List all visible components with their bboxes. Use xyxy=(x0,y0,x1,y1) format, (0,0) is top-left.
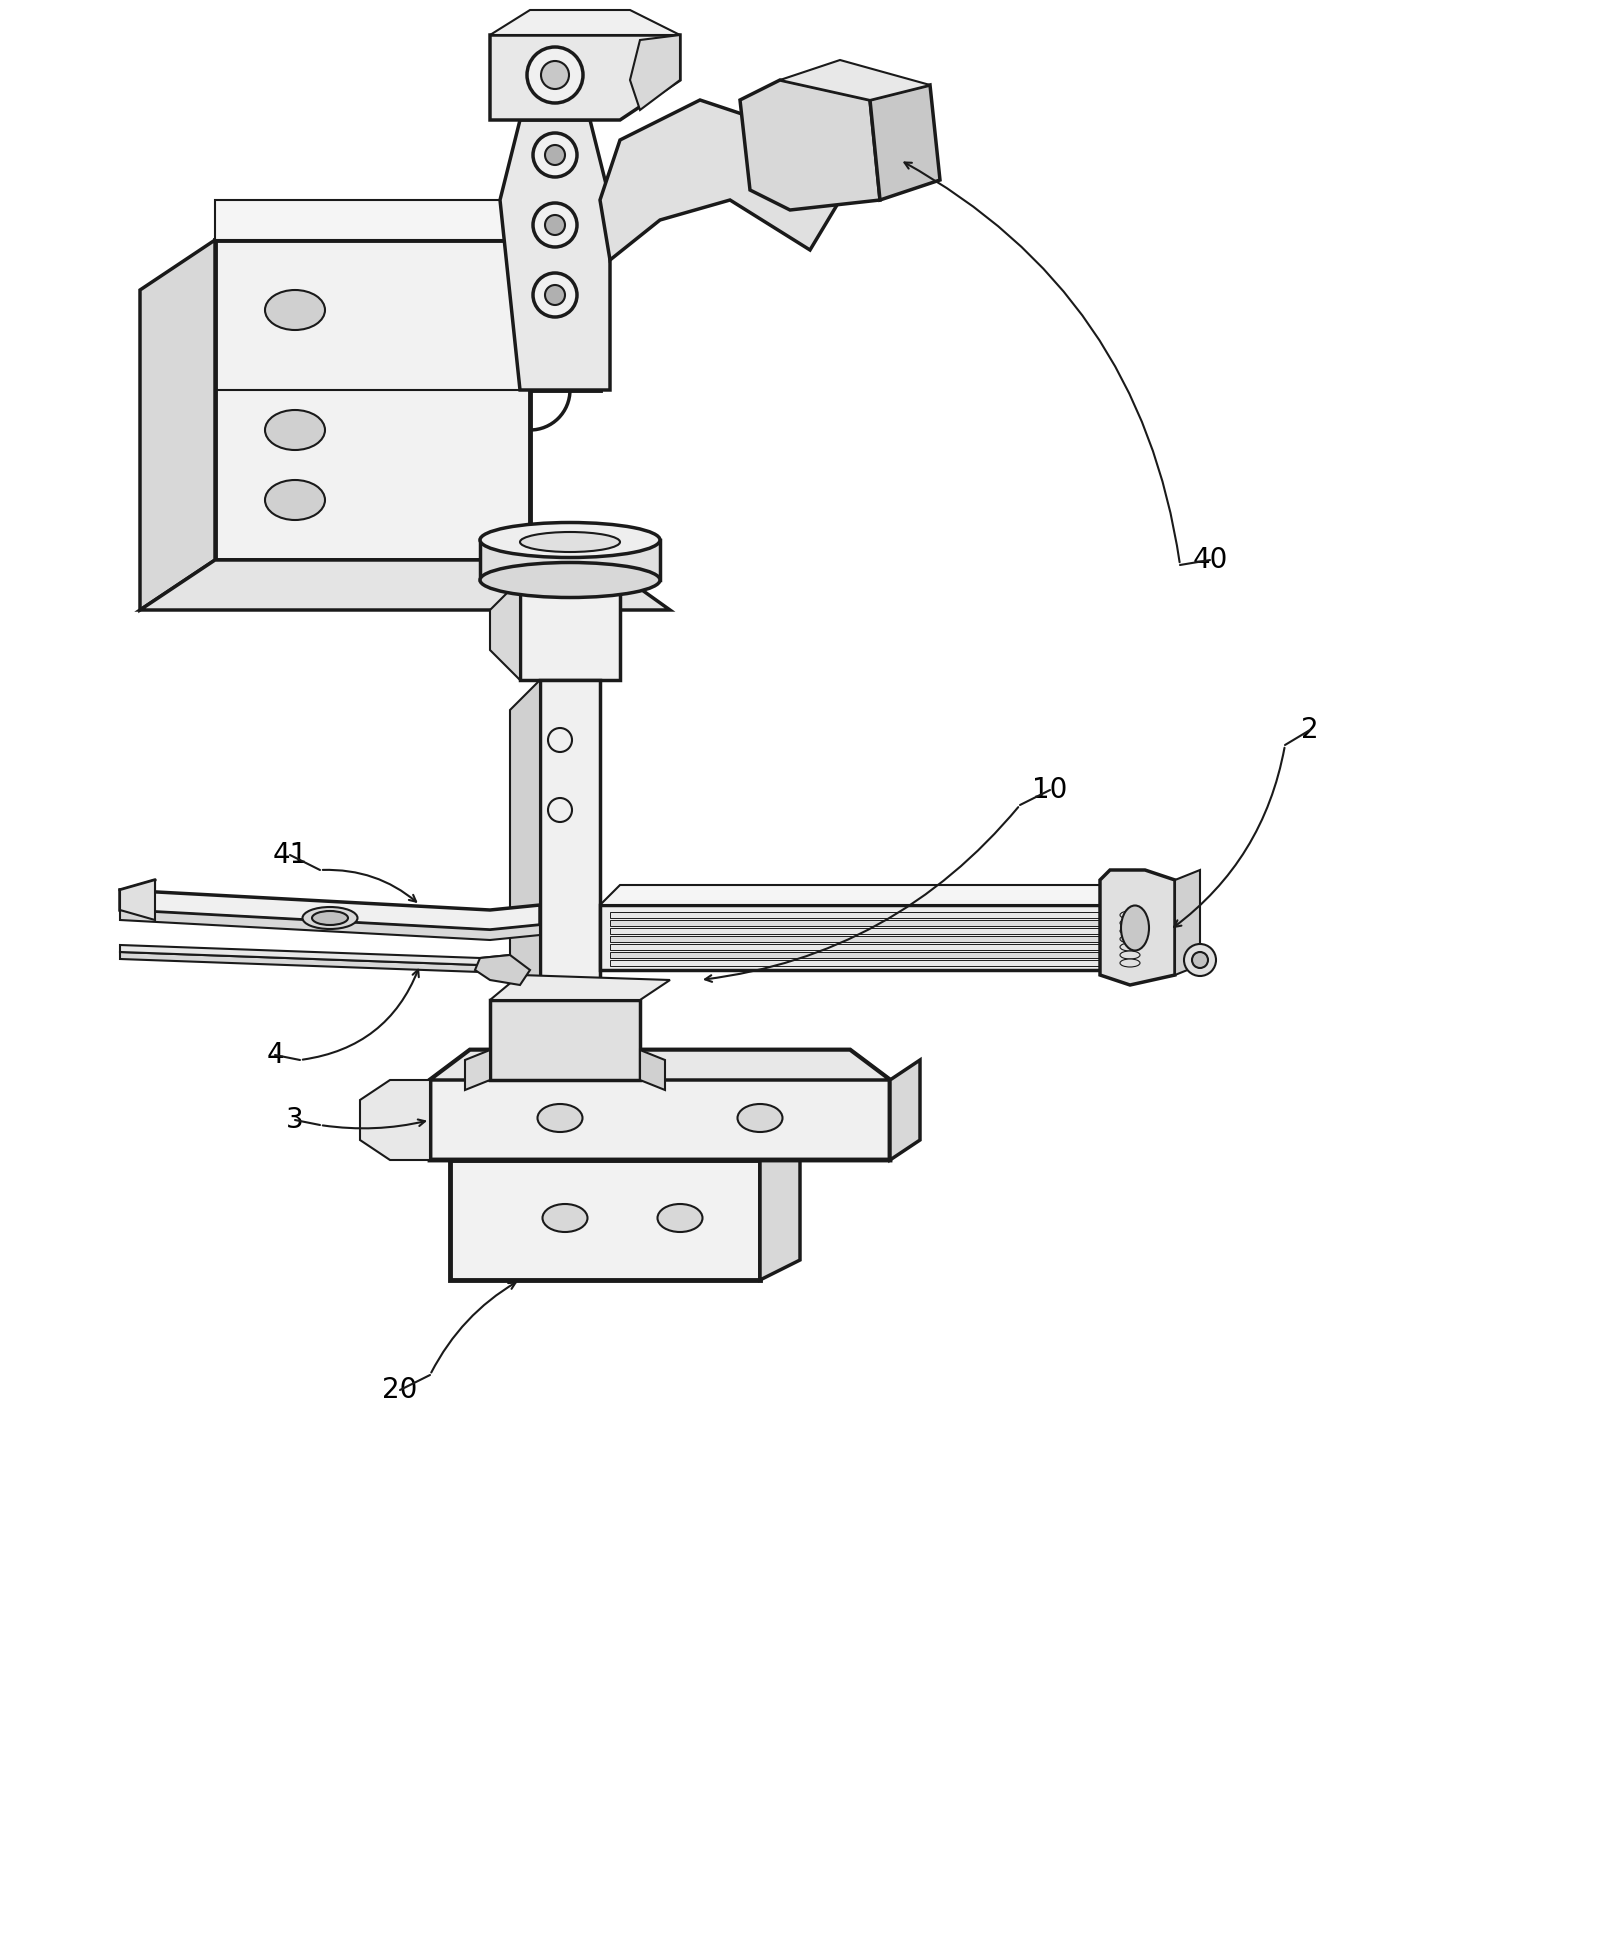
Polygon shape xyxy=(430,1050,890,1079)
Polygon shape xyxy=(491,999,640,1079)
Polygon shape xyxy=(611,952,1120,958)
FancyArrowPatch shape xyxy=(431,1283,516,1373)
Ellipse shape xyxy=(519,533,620,552)
Text: 4: 4 xyxy=(266,1040,284,1070)
Ellipse shape xyxy=(1120,950,1140,960)
Polygon shape xyxy=(510,680,540,1050)
Ellipse shape xyxy=(479,523,660,558)
Ellipse shape xyxy=(1120,905,1149,950)
Polygon shape xyxy=(760,1140,800,1279)
FancyArrowPatch shape xyxy=(904,163,1180,562)
Polygon shape xyxy=(611,936,1120,942)
Ellipse shape xyxy=(264,290,325,329)
Polygon shape xyxy=(519,580,620,680)
Polygon shape xyxy=(491,10,680,35)
Polygon shape xyxy=(120,889,540,931)
Polygon shape xyxy=(120,944,510,966)
Ellipse shape xyxy=(1120,927,1140,934)
Polygon shape xyxy=(540,680,600,1050)
Ellipse shape xyxy=(1120,942,1140,950)
Polygon shape xyxy=(491,35,680,119)
Polygon shape xyxy=(870,84,939,200)
Text: 10: 10 xyxy=(1032,776,1068,803)
FancyArrowPatch shape xyxy=(322,870,417,901)
Polygon shape xyxy=(600,885,1140,905)
Polygon shape xyxy=(120,952,510,972)
Polygon shape xyxy=(215,200,531,241)
Circle shape xyxy=(527,47,583,104)
Polygon shape xyxy=(630,35,680,110)
Polygon shape xyxy=(139,560,670,609)
Polygon shape xyxy=(450,1140,800,1160)
Circle shape xyxy=(534,204,577,247)
Polygon shape xyxy=(611,944,1120,950)
FancyArrowPatch shape xyxy=(705,807,1018,981)
Polygon shape xyxy=(215,241,600,560)
Ellipse shape xyxy=(479,562,660,597)
Polygon shape xyxy=(491,976,670,999)
Polygon shape xyxy=(474,954,531,985)
Polygon shape xyxy=(741,80,880,210)
Polygon shape xyxy=(479,541,660,580)
Polygon shape xyxy=(120,911,540,940)
Polygon shape xyxy=(611,929,1120,934)
Polygon shape xyxy=(1120,885,1140,970)
Polygon shape xyxy=(465,1050,491,1089)
Ellipse shape xyxy=(303,907,357,929)
Circle shape xyxy=(534,272,577,317)
Circle shape xyxy=(534,133,577,176)
Ellipse shape xyxy=(313,911,348,925)
Polygon shape xyxy=(781,61,930,100)
FancyArrowPatch shape xyxy=(1173,748,1284,927)
Polygon shape xyxy=(1175,870,1201,976)
Circle shape xyxy=(548,729,572,752)
Ellipse shape xyxy=(542,1205,588,1232)
Polygon shape xyxy=(531,241,600,390)
Circle shape xyxy=(545,284,564,306)
Text: 2: 2 xyxy=(1302,715,1319,744)
Polygon shape xyxy=(430,1050,890,1160)
Ellipse shape xyxy=(1120,919,1140,927)
Ellipse shape xyxy=(657,1205,702,1232)
Polygon shape xyxy=(491,580,519,680)
Circle shape xyxy=(548,797,572,823)
Polygon shape xyxy=(611,960,1120,966)
Ellipse shape xyxy=(1120,934,1140,942)
Polygon shape xyxy=(600,905,1120,970)
Circle shape xyxy=(545,145,564,165)
Text: 40: 40 xyxy=(1193,547,1228,574)
Polygon shape xyxy=(611,913,1120,919)
Ellipse shape xyxy=(1120,960,1140,968)
Polygon shape xyxy=(890,1060,920,1160)
Ellipse shape xyxy=(537,1105,582,1132)
Circle shape xyxy=(545,215,564,235)
Polygon shape xyxy=(1100,870,1175,985)
Circle shape xyxy=(1185,944,1217,976)
Polygon shape xyxy=(640,1050,665,1089)
Ellipse shape xyxy=(264,409,325,451)
Polygon shape xyxy=(611,921,1120,927)
FancyArrowPatch shape xyxy=(322,1119,425,1128)
FancyArrowPatch shape xyxy=(303,970,418,1060)
Circle shape xyxy=(540,61,569,88)
Polygon shape xyxy=(450,1160,760,1279)
Polygon shape xyxy=(600,100,840,261)
Text: 20: 20 xyxy=(382,1375,418,1405)
Text: 3: 3 xyxy=(285,1107,305,1134)
Polygon shape xyxy=(500,119,611,390)
Ellipse shape xyxy=(264,480,325,519)
Circle shape xyxy=(1193,952,1209,968)
Polygon shape xyxy=(361,1079,430,1160)
Ellipse shape xyxy=(1120,911,1140,919)
Ellipse shape xyxy=(737,1105,782,1132)
Polygon shape xyxy=(139,241,215,609)
Text: 41: 41 xyxy=(273,840,308,870)
Polygon shape xyxy=(120,880,155,921)
